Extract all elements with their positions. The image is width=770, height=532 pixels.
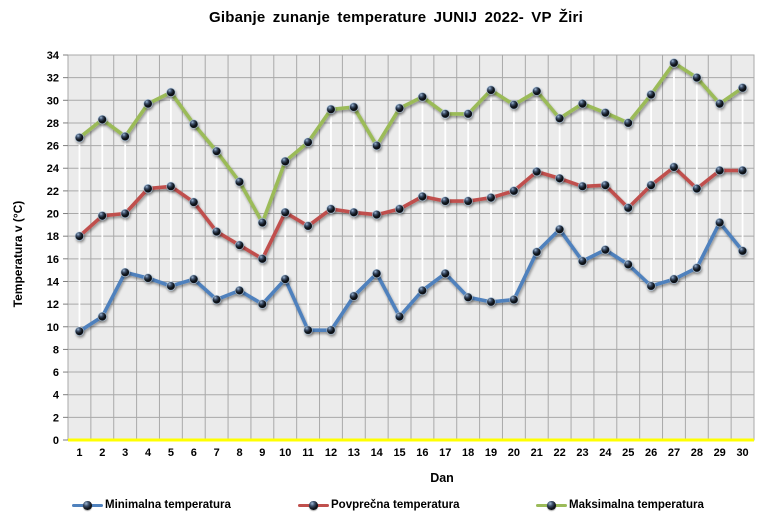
svg-text:3: 3 xyxy=(122,447,128,459)
svg-text:26: 26 xyxy=(47,141,59,153)
svg-text:0: 0 xyxy=(53,435,59,447)
svg-text:8: 8 xyxy=(53,344,59,356)
svg-text:15: 15 xyxy=(393,447,405,459)
svg-text:6: 6 xyxy=(191,447,197,459)
chart-title: Gibanje zunanje temperature JUNIJ 2022- … xyxy=(209,9,583,26)
svg-text:17: 17 xyxy=(439,447,451,459)
svg-text:8: 8 xyxy=(236,447,242,459)
svg-text:26: 26 xyxy=(645,447,657,459)
svg-text:20: 20 xyxy=(47,209,59,221)
svg-text:28: 28 xyxy=(691,447,703,459)
series-line-2 xyxy=(77,61,745,225)
zero-axis-line xyxy=(68,438,754,442)
svg-text:18: 18 xyxy=(47,231,59,243)
svg-text:34: 34 xyxy=(47,50,60,62)
svg-text:28: 28 xyxy=(47,118,59,130)
y-axis-ticks xyxy=(63,54,68,441)
svg-text:10: 10 xyxy=(47,322,59,334)
svg-text:27: 27 xyxy=(668,447,680,459)
svg-text:24: 24 xyxy=(47,163,60,175)
svg-text:16: 16 xyxy=(416,447,428,459)
gridlines-vertical xyxy=(67,55,755,440)
svg-text:1: 1 xyxy=(76,447,82,459)
series-markers-0 xyxy=(74,217,748,336)
line-marker-icon xyxy=(298,499,329,511)
svg-text:14: 14 xyxy=(47,276,60,288)
svg-text:30: 30 xyxy=(736,447,748,459)
svg-text:10: 10 xyxy=(279,447,291,459)
x-axis-title: Dan xyxy=(430,471,454,485)
svg-text:13: 13 xyxy=(348,447,360,459)
svg-text:2: 2 xyxy=(53,412,59,424)
legend-label-povprecna: Povprečna temperatura xyxy=(331,499,460,511)
svg-text:7: 7 xyxy=(214,447,220,459)
svg-text:12: 12 xyxy=(47,299,59,311)
svg-text:21: 21 xyxy=(531,447,543,459)
svg-text:19: 19 xyxy=(485,447,497,459)
svg-text:20: 20 xyxy=(508,447,520,459)
line-marker-icon xyxy=(536,499,567,511)
svg-text:11: 11 xyxy=(302,447,314,459)
svg-text:24: 24 xyxy=(599,447,612,459)
legend-item-maksimalna: Maksimalna temperatura xyxy=(536,496,704,514)
svg-text:14: 14 xyxy=(371,447,384,459)
svg-text:4: 4 xyxy=(145,447,152,459)
svg-text:6: 6 xyxy=(53,367,59,379)
svg-text:22: 22 xyxy=(554,447,566,459)
line-marker-icon xyxy=(72,499,103,511)
legend-item-povprecna: Povprečna temperatura xyxy=(298,496,459,514)
series-markers-2 xyxy=(74,58,748,228)
svg-text:4: 4 xyxy=(53,390,60,402)
legend-label-minimalna: Minimalna temperatura xyxy=(105,499,231,511)
series-markers-1 xyxy=(74,162,748,264)
svg-text:29: 29 xyxy=(714,447,726,459)
svg-text:30: 30 xyxy=(47,95,59,107)
legend: Minimalna temperatura Povprečna temperat… xyxy=(0,496,770,516)
svg-text:32: 32 xyxy=(47,73,59,85)
x-axis-labels: 1 2 3 4 5 6 7 8 9 10 11 12 13 14 15 16 17 18 19 20 21 22 23 24 2… xyxy=(76,447,748,459)
legend-item-minimalna: Minimalna temperatura xyxy=(72,496,231,514)
svg-text:25: 25 xyxy=(622,447,634,459)
svg-text:18: 18 xyxy=(462,447,474,459)
svg-text:23: 23 xyxy=(576,447,588,459)
svg-text:2: 2 xyxy=(99,447,105,459)
svg-text:12: 12 xyxy=(325,447,337,459)
svg-text:22: 22 xyxy=(47,186,59,198)
legend-label-maksimalna: Maksimalna temperatura xyxy=(569,499,704,511)
svg-text:9: 9 xyxy=(259,447,265,459)
svg-text:5: 5 xyxy=(168,447,174,459)
svg-text:16: 16 xyxy=(47,254,59,266)
